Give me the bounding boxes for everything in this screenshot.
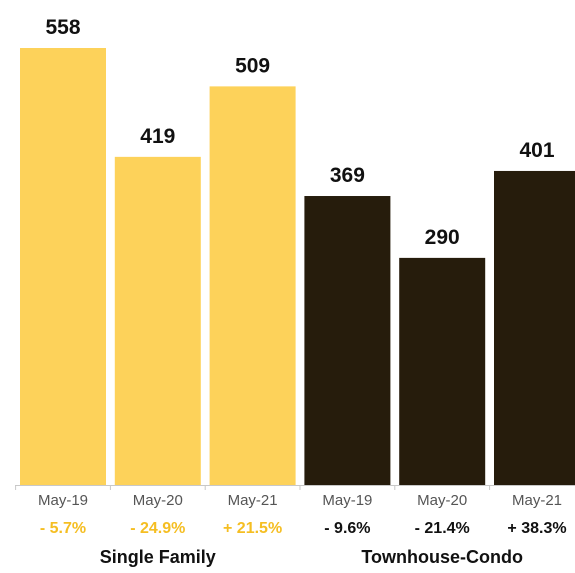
data-label: 509	[235, 54, 270, 77]
x-axis	[15, 485, 575, 490]
x-tick-label: May-19	[38, 492, 88, 509]
bar	[209, 86, 296, 486]
data-label: 419	[140, 125, 175, 148]
bar	[399, 257, 486, 485]
bar	[304, 196, 391, 486]
bar	[20, 48, 106, 485]
labels-layer: 558 May-19 - 5.7% 419 May-20 - 24.9% 509 May-21…	[38, 16, 567, 567]
data-label: 290	[425, 226, 460, 249]
x-tick-label: May-21	[228, 492, 278, 509]
x-tick-label: May-19	[322, 492, 372, 509]
change-label: - 5.7%	[40, 520, 86, 537]
x-tick-label: May-20	[417, 492, 467, 509]
change-label: - 9.6%	[324, 520, 370, 537]
data-label: 369	[330, 164, 365, 187]
x-tick-label: May-21	[512, 492, 562, 509]
bars-layer	[20, 48, 575, 486]
change-label: - 21.4%	[415, 520, 470, 537]
change-label: + 21.5%	[223, 520, 282, 537]
data-label: 401	[519, 139, 554, 162]
bar	[494, 170, 575, 485]
data-label: 558	[45, 16, 80, 39]
change-label: - 24.9%	[130, 520, 185, 537]
x-tick-label: May-20	[133, 492, 183, 509]
group-label: Townhouse-Condo	[361, 547, 523, 567]
group-label: Single Family	[100, 547, 216, 567]
bar	[114, 156, 201, 485]
change-label: + 38.3%	[507, 520, 566, 537]
